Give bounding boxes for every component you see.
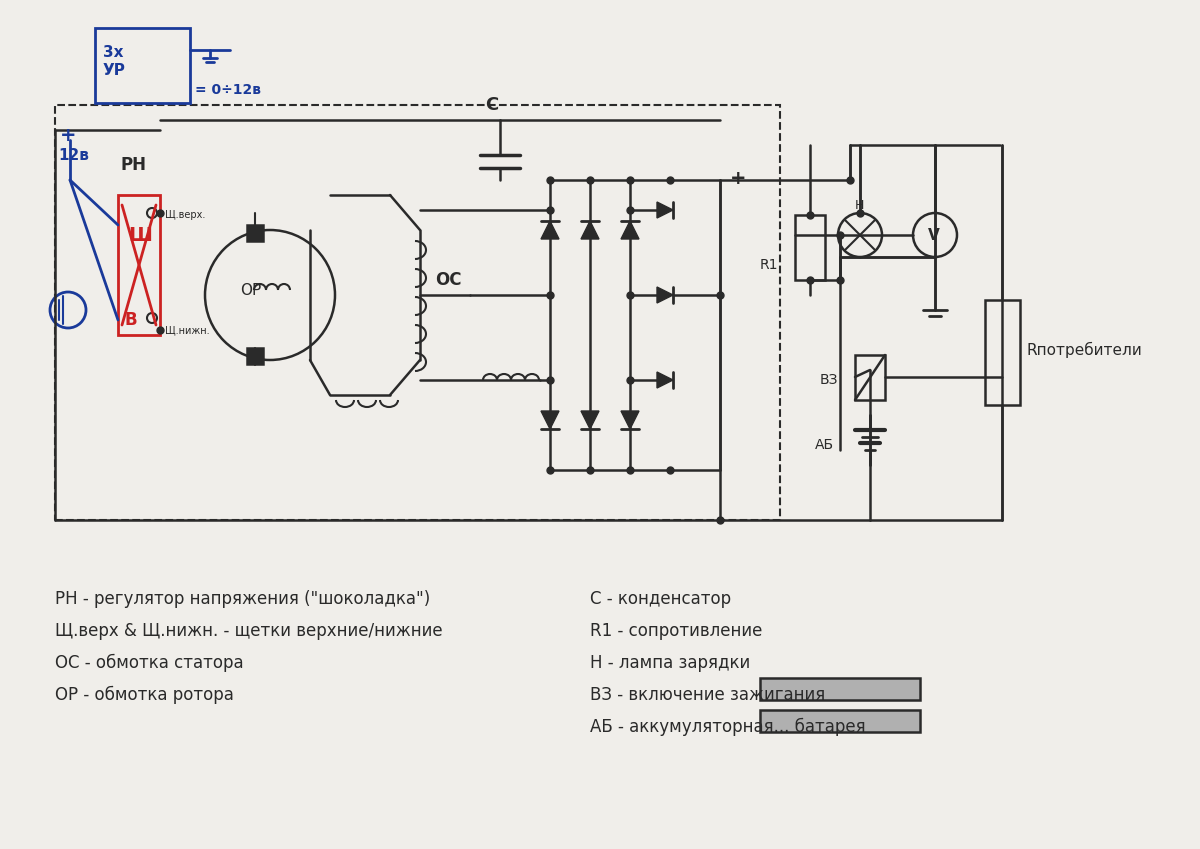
Polygon shape bbox=[541, 411, 559, 429]
Text: Н - лампа зарядки: Н - лампа зарядки bbox=[590, 654, 750, 672]
Polygon shape bbox=[581, 411, 599, 429]
Text: Щ.верх.: Щ.верх. bbox=[166, 210, 205, 220]
Text: В: В bbox=[125, 311, 138, 329]
Text: РН: РН bbox=[120, 156, 146, 174]
Text: ВЗ: ВЗ bbox=[820, 373, 839, 387]
Polygon shape bbox=[658, 372, 673, 388]
Text: АБ: АБ bbox=[815, 438, 834, 452]
Text: +: + bbox=[60, 126, 77, 144]
Text: 12в: 12в bbox=[58, 148, 89, 162]
Text: Н: Н bbox=[854, 199, 864, 211]
Text: С: С bbox=[485, 96, 498, 114]
Text: = 0÷12в: = 0÷12в bbox=[194, 83, 262, 97]
Text: ВЗ - включение зажигания: ВЗ - включение зажигания bbox=[590, 686, 826, 704]
Text: R1 - сопротивление: R1 - сопротивление bbox=[590, 622, 762, 640]
Text: УР: УР bbox=[103, 63, 126, 77]
Text: ОС: ОС bbox=[436, 271, 462, 289]
Bar bbox=[796, 215, 826, 280]
Text: Rпотребители: Rпотребители bbox=[1027, 342, 1142, 358]
Text: Ш: Ш bbox=[128, 226, 152, 245]
Text: РН - регулятор напряжения ("шоколадка"): РН - регулятор напряжения ("шоколадка") bbox=[55, 590, 431, 608]
Text: R1: R1 bbox=[760, 258, 779, 272]
Bar bbox=[247, 225, 263, 241]
Text: Щ.верх & Щ.нижн. - щетки верхние/нижние: Щ.верх & Щ.нижн. - щетки верхние/нижние bbox=[55, 622, 443, 640]
Polygon shape bbox=[658, 287, 673, 303]
Bar bbox=[118, 195, 160, 335]
Text: Щ.нижн.: Щ.нижн. bbox=[166, 325, 210, 335]
Text: +: + bbox=[730, 168, 746, 188]
Polygon shape bbox=[658, 202, 673, 218]
Text: ОР: ОР bbox=[240, 283, 262, 297]
Text: ОР - обмотка ротора: ОР - обмотка ротора bbox=[55, 686, 234, 704]
Polygon shape bbox=[581, 221, 599, 239]
Bar bbox=[247, 348, 263, 364]
Polygon shape bbox=[622, 221, 640, 239]
Bar bbox=[95, 28, 190, 103]
Bar bbox=[985, 300, 1020, 405]
Bar bbox=[760, 678, 920, 700]
Bar bbox=[55, 105, 780, 520]
Bar bbox=[854, 355, 886, 400]
Text: V: V bbox=[928, 228, 940, 243]
Text: ОС - обмотка статора: ОС - обмотка статора bbox=[55, 654, 244, 672]
Polygon shape bbox=[622, 411, 640, 429]
Text: 3х: 3х bbox=[103, 44, 124, 59]
Bar bbox=[760, 710, 920, 732]
Text: АБ - аккумуляторная... батарея: АБ - аккумуляторная... батарея bbox=[590, 718, 865, 736]
Text: С - конденсатор: С - конденсатор bbox=[590, 590, 731, 608]
Polygon shape bbox=[541, 221, 559, 239]
